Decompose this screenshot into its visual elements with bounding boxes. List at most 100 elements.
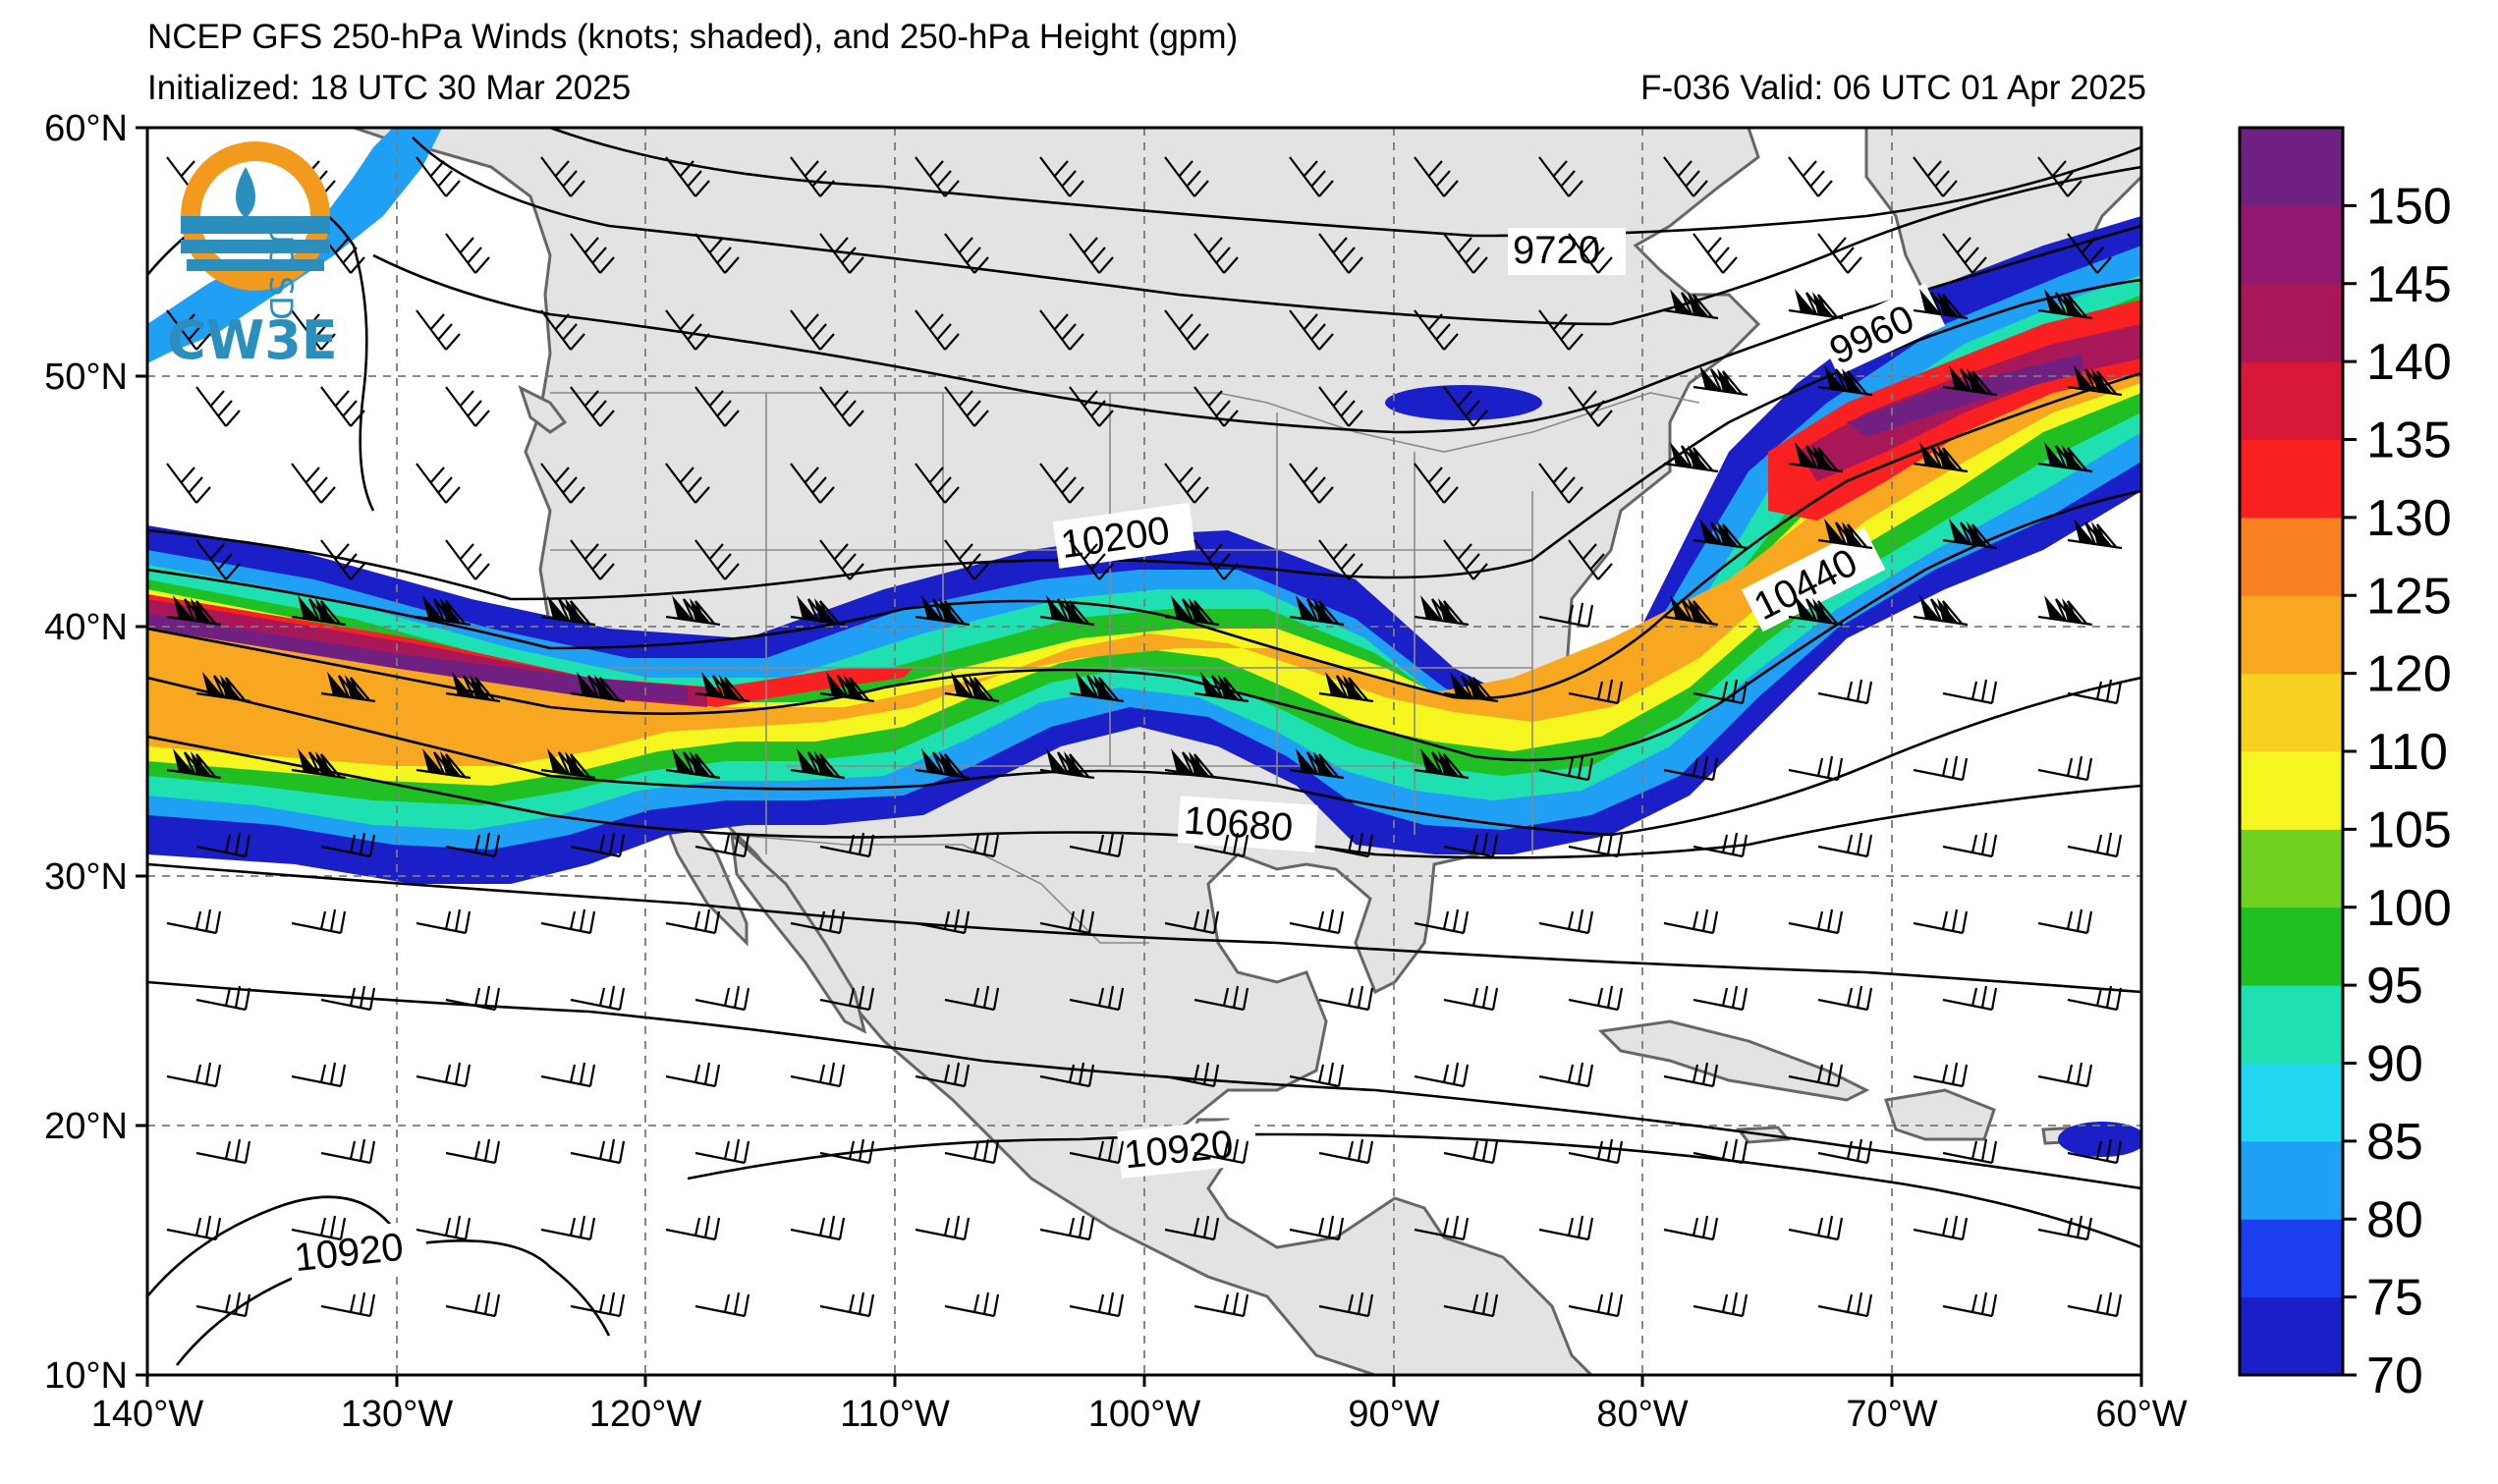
- lon-label-130w: 130°W: [341, 1394, 454, 1435]
- wind-barb: [1193, 985, 1249, 1012]
- wind-barb: [540, 309, 585, 351]
- wind-barb: [2067, 233, 2112, 274]
- wind-barb: [195, 985, 251, 1012]
- wind-barb: [445, 832, 501, 858]
- wind-barb: [1942, 1292, 1998, 1318]
- wind-barb: [790, 156, 835, 197]
- wind-barb: [320, 1138, 376, 1165]
- colorbar-segment: [2240, 517, 2343, 596]
- wind-barb: [819, 539, 864, 580]
- wind-barb: [320, 675, 376, 703]
- wind-barb: [291, 309, 336, 351]
- wind-barb: [195, 386, 241, 427]
- wind-barb: [570, 539, 615, 580]
- wind-barb: [1318, 1138, 1374, 1165]
- wind-barb: [2037, 755, 2093, 782]
- logo-drop-icon: [236, 167, 255, 218]
- wind-barb: [694, 539, 740, 580]
- wind-barb: [1942, 679, 1998, 705]
- wind-barb: [1164, 598, 1220, 627]
- wind-barb: [1913, 292, 1969, 320]
- wind-barb: [1289, 598, 1345, 627]
- wind-barb: [1568, 832, 1624, 858]
- wind-barb: [1942, 522, 1998, 550]
- wind-barb: [1289, 156, 1334, 197]
- colorbar-label: 70: [2366, 1347, 2423, 1404]
- lon-label-110w: 110°W: [840, 1394, 950, 1435]
- wind-barb: [570, 675, 626, 703]
- wind-barb: [790, 598, 846, 627]
- contour-label-9720: 9720: [1513, 229, 1600, 272]
- wind-barb: [1538, 156, 1583, 197]
- contour-line-3: [372, 224, 2141, 434]
- wind-barb: [1788, 598, 1844, 627]
- wind-barb: [2067, 679, 2123, 705]
- wind-barb: [819, 832, 875, 858]
- wind-barb: [1318, 539, 1363, 580]
- wind-barb: [1318, 832, 1374, 858]
- colorbar-segment: [2240, 829, 2343, 908]
- wind-barb: [1069, 1292, 1125, 1318]
- wind-barb: [445, 1138, 501, 1165]
- wind-barb: [1568, 985, 1624, 1012]
- wind-barb: [540, 463, 585, 504]
- colorbar-label: 75: [2366, 1270, 2423, 1327]
- wind-barb: [790, 309, 835, 351]
- wind-barb: [320, 985, 376, 1012]
- colorbar: 70 75 80 85 90 95 100 105 110 120 125 130 135 140 145 1…: [2238, 126, 2452, 1404]
- colorbar-label: 100: [2366, 880, 2452, 937]
- colorbar-label: 120: [2366, 646, 2452, 703]
- wind-barb: [1913, 1062, 1969, 1088]
- wind-barb: [665, 309, 710, 351]
- wind-barb: [291, 908, 347, 935]
- wind-barb: [1663, 755, 1719, 782]
- wind-barb: [2067, 1138, 2123, 1165]
- wind-barb: [570, 1292, 626, 1318]
- contour-line-9: [147, 862, 2141, 994]
- lat-label-20n: 20°N: [44, 1106, 128, 1147]
- wind-barb: [1538, 463, 1583, 504]
- wind-barb: [665, 1062, 721, 1088]
- wind-barb: [1538, 1215, 1594, 1241]
- colorbar-segment: [2240, 439, 2343, 519]
- lat-label-50n: 50°N: [44, 357, 128, 398]
- wind-barb: [1164, 908, 1220, 935]
- contour-line-11: [175, 1132, 2141, 1366]
- wind-barb: [1538, 1062, 1594, 1088]
- wind-barb: [166, 908, 222, 935]
- wind-barb: [1289, 751, 1345, 780]
- wind-barb: [1039, 156, 1084, 197]
- wind-barb: [819, 1138, 875, 1165]
- lat-label-40n: 40°N: [44, 607, 128, 648]
- wind-barb: [1318, 1292, 1374, 1318]
- wind-barb: [416, 1062, 472, 1088]
- wind-barb: [1414, 1062, 1470, 1088]
- wind-barb: [1164, 751, 1220, 780]
- wind-barb: [570, 1138, 626, 1165]
- wind-barb: [790, 1215, 846, 1241]
- colorbar-label: 105: [2366, 801, 2452, 858]
- colorbar-segment: [2240, 1296, 2343, 1376]
- wind-barb: [540, 908, 596, 935]
- wind-barb: [1693, 832, 1749, 858]
- wind-barb: [540, 1215, 596, 1241]
- wind-barb: [819, 675, 875, 703]
- contour-line-1: [549, 128, 2141, 238]
- wind-barb: [1443, 832, 1499, 858]
- lat-label-60n: 60°N: [44, 108, 128, 149]
- wind-barb: [1913, 598, 1969, 627]
- wind-barb: [445, 386, 490, 427]
- wind-barb: [1318, 233, 1363, 274]
- colorbar-label: 150: [2366, 178, 2452, 235]
- contour-line-2: [412, 137, 2141, 326]
- wind-barb: [416, 908, 472, 935]
- wind-barb: [694, 832, 750, 858]
- wind-barb: [1443, 233, 1488, 274]
- wind-barb: [1942, 233, 1987, 274]
- colorbar-label: 125: [2366, 568, 2452, 625]
- wind-barb: [1414, 309, 1459, 351]
- wind-barb: [416, 156, 461, 197]
- wind-barb: [1193, 539, 1239, 580]
- wind-barb: [1289, 908, 1345, 935]
